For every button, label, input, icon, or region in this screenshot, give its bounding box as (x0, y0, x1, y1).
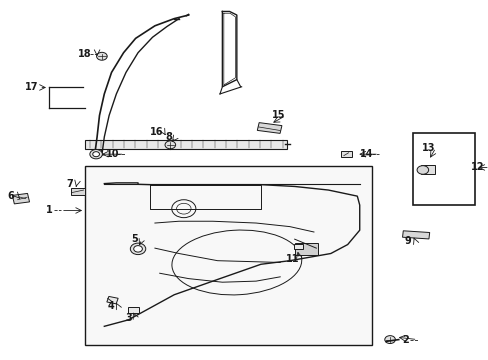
Bar (257, 123, 282, 134)
Circle shape (93, 152, 99, 157)
Text: 7: 7 (66, 179, 73, 189)
Circle shape (384, 336, 395, 343)
Text: 1: 1 (45, 206, 52, 216)
Text: 17: 17 (25, 82, 39, 93)
Text: 9: 9 (404, 236, 410, 246)
Text: 2: 2 (401, 334, 408, 345)
Text: 15: 15 (271, 111, 285, 121)
Bar (420, 165, 434, 174)
Bar (341, 151, 351, 157)
Text: 10: 10 (105, 149, 119, 159)
Circle shape (97, 52, 107, 60)
Text: 4: 4 (107, 301, 114, 311)
Bar (402, 231, 429, 239)
Bar (294, 244, 302, 249)
Circle shape (164, 141, 175, 149)
Text: 6: 6 (7, 191, 14, 201)
Text: 5: 5 (131, 234, 138, 244)
Text: 11: 11 (285, 254, 298, 264)
Text: 3: 3 (125, 313, 131, 323)
Text: 12: 12 (470, 162, 484, 172)
Bar (128, 307, 138, 313)
Text: 16: 16 (149, 127, 163, 137)
Circle shape (133, 246, 142, 252)
Circle shape (90, 149, 102, 159)
Circle shape (130, 243, 145, 255)
Bar (412, 134, 474, 205)
Text: 14: 14 (360, 149, 373, 159)
Bar (12, 193, 29, 204)
Text: 8: 8 (164, 132, 171, 142)
Bar (85, 166, 371, 345)
Bar (70, 188, 85, 195)
Text: 13: 13 (421, 143, 434, 153)
Bar (85, 140, 287, 149)
Text: 18: 18 (78, 49, 92, 59)
Circle shape (416, 166, 428, 174)
Bar (107, 296, 118, 304)
Bar (295, 243, 318, 255)
